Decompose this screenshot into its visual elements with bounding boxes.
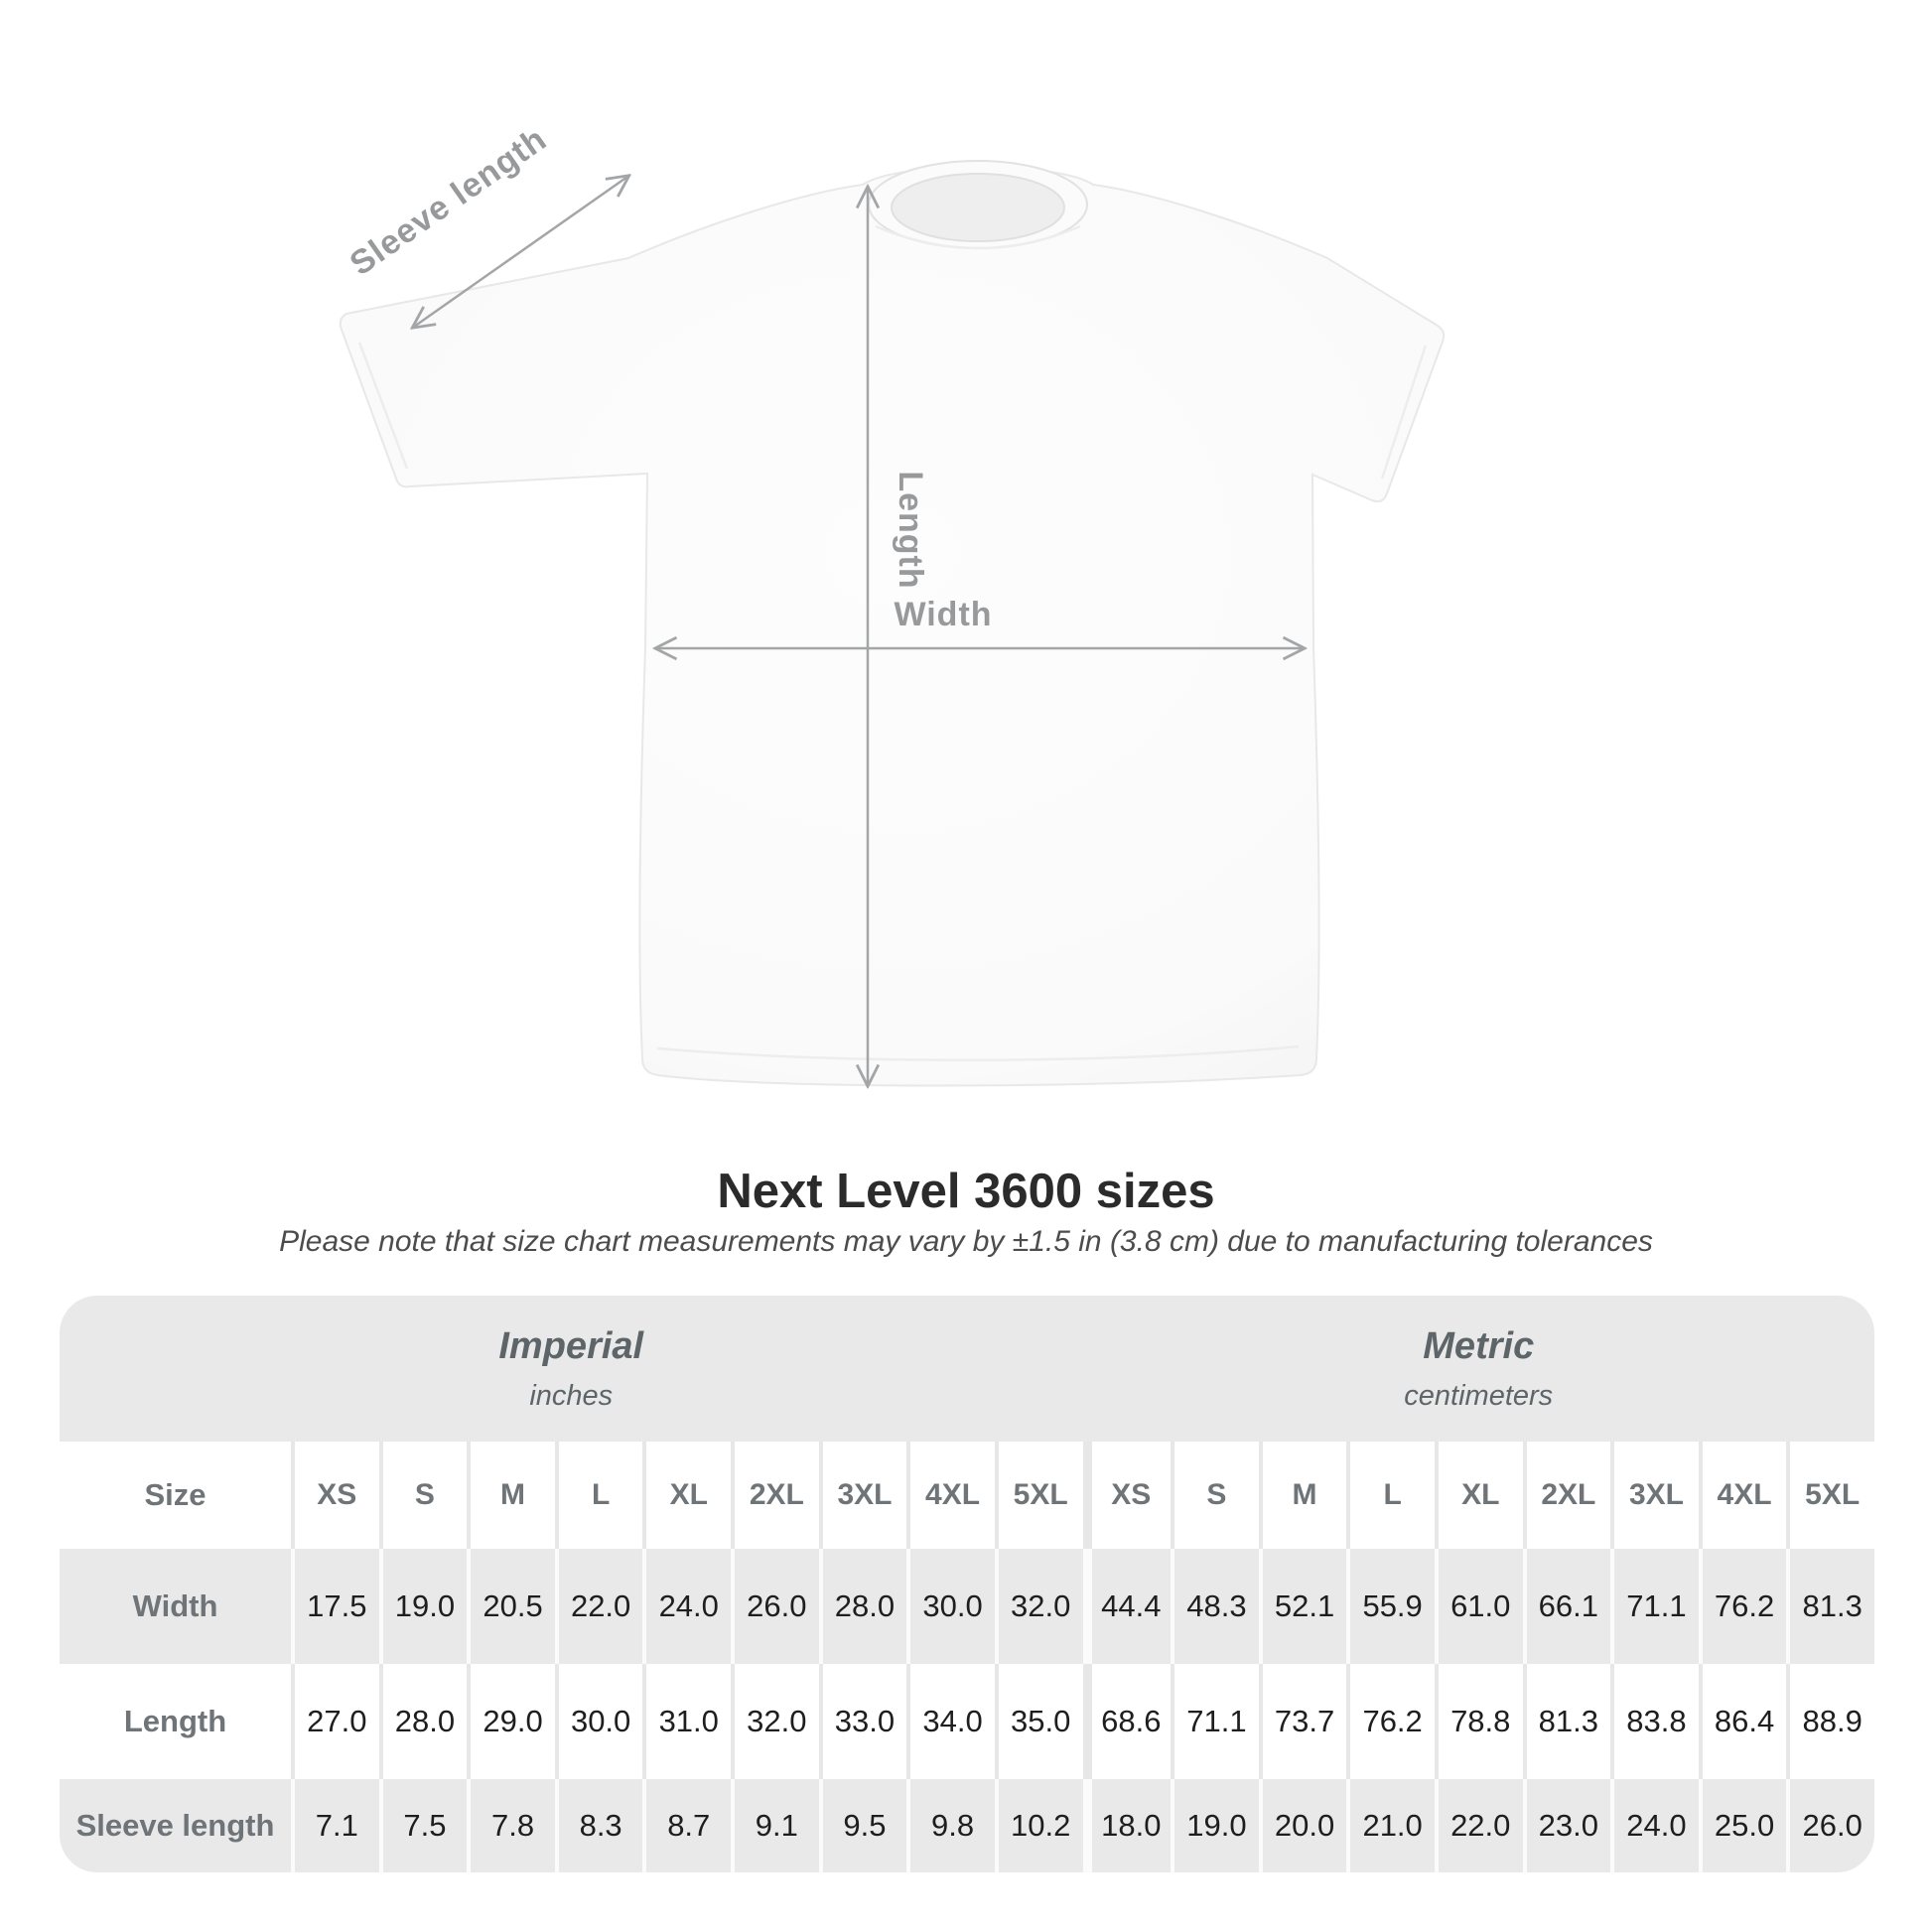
- table-cell: 30.0: [906, 1549, 995, 1664]
- table-cell: 52.1: [1258, 1549, 1347, 1664]
- metric-section-header: Metric centimeters: [1082, 1296, 1874, 1442]
- collar-seam: [875, 224, 1081, 250]
- table-cell: 27.0: [291, 1664, 379, 1779]
- table-cell: 24.0: [642, 1549, 732, 1664]
- table-cell: 9.8: [906, 1779, 995, 1872]
- table-cell: 31.0: [642, 1664, 732, 1779]
- table-cell: 18.0: [1082, 1779, 1172, 1872]
- table-cell: 48.3: [1171, 1549, 1259, 1664]
- table-cell: 26.0: [1786, 1779, 1874, 1872]
- table-cell: 73.7: [1258, 1664, 1347, 1779]
- col-header: S: [1171, 1442, 1259, 1549]
- table-cell: 8.7: [642, 1779, 732, 1872]
- col-header: L: [1346, 1442, 1435, 1549]
- col-header: 3XL: [1610, 1442, 1699, 1549]
- row-label: Length: [60, 1664, 291, 1779]
- col-header: 5XL: [1786, 1442, 1874, 1549]
- col-header: 5XL: [994, 1442, 1083, 1549]
- table-cell: 88.9: [1786, 1664, 1874, 1779]
- col-header: S: [378, 1442, 468, 1549]
- hem-seam: [656, 1044, 1300, 1061]
- row-label: Sleeve length: [60, 1779, 291, 1872]
- table-cell: 32.0: [994, 1549, 1083, 1664]
- imperial-unit-label: inches: [529, 1380, 614, 1412]
- table-cell: 34.0: [906, 1664, 995, 1779]
- table-cell: 33.0: [818, 1664, 907, 1779]
- table-cell: 9.5: [818, 1779, 907, 1872]
- col-header: 2XL: [1522, 1442, 1611, 1549]
- table-cell: 17.5: [291, 1549, 379, 1664]
- table-cell: 19.0: [378, 1549, 468, 1664]
- table-cell: 76.2: [1346, 1664, 1435, 1779]
- page-subtitle: Please note that size chart measurements…: [279, 1225, 1653, 1258]
- col-header: XL: [1434, 1442, 1523, 1549]
- col-header: 2XL: [731, 1442, 819, 1549]
- length-label: Length: [892, 471, 929, 589]
- table-cell: 78.8: [1434, 1664, 1523, 1779]
- table-cell: 10.2: [994, 1779, 1083, 1872]
- col-header: 4XL: [1698, 1442, 1787, 1549]
- table-cell: 81.3: [1786, 1549, 1874, 1664]
- table-cell: 81.3: [1522, 1664, 1611, 1779]
- col-header: M: [1258, 1442, 1347, 1549]
- sleeve-length-label: Sleeve length: [344, 120, 554, 283]
- sleeve-length-arrow: [414, 177, 627, 327]
- table-cell: 9.1: [731, 1779, 819, 1872]
- table-cell: 83.8: [1610, 1664, 1699, 1779]
- table-cell: 25.0: [1698, 1779, 1787, 1872]
- table-cell: 28.0: [378, 1664, 468, 1779]
- table-cell: 20.0: [1258, 1779, 1347, 1872]
- table-cell: 66.1: [1522, 1549, 1611, 1664]
- col-header: L: [554, 1442, 643, 1549]
- table-cell: 7.8: [467, 1779, 555, 1872]
- table-cell: 28.0: [818, 1549, 907, 1664]
- table-cell: 26.0: [731, 1549, 819, 1664]
- right-cuff-seam: [1380, 345, 1428, 480]
- table-cell: 76.2: [1698, 1549, 1787, 1664]
- col-header: 4XL: [906, 1442, 995, 1549]
- table-cell: 29.0: [467, 1664, 555, 1779]
- table-cell: 86.4: [1698, 1664, 1787, 1779]
- table-cell: 35.0: [994, 1664, 1083, 1779]
- table-cell: 61.0: [1434, 1549, 1523, 1664]
- table-cell: 20.5: [467, 1549, 555, 1664]
- table-cell: 55.9: [1346, 1549, 1435, 1664]
- collar-opening: [891, 173, 1065, 242]
- col-header: M: [467, 1442, 555, 1549]
- col-header: 3XL: [818, 1442, 907, 1549]
- left-cuff-seam: [357, 342, 409, 470]
- table-cell: 22.0: [554, 1549, 643, 1664]
- width-label: Width: [894, 596, 992, 633]
- size-row-label: Size: [60, 1442, 291, 1549]
- table-cell: 7.1: [291, 1779, 379, 1872]
- table-cell: 30.0: [554, 1664, 643, 1779]
- col-header: XS: [1082, 1442, 1172, 1549]
- table-cell: 68.6: [1082, 1664, 1172, 1779]
- size-table: Imperial inches Metric centimeters Size …: [60, 1296, 1874, 1872]
- table-cell: 71.1: [1171, 1664, 1259, 1779]
- imperial-label: Imperial: [498, 1325, 644, 1367]
- table-cell: 8.3: [554, 1779, 643, 1872]
- table-cell: 44.4: [1082, 1549, 1172, 1664]
- table-cell: 71.1: [1610, 1549, 1699, 1664]
- tshirt-measurement-diagram: Sleeve length Length Width: [339, 120, 1446, 1172]
- tshirt-image: [339, 160, 1446, 1087]
- table-cell: 32.0: [731, 1664, 819, 1779]
- table-cell: 7.5: [378, 1779, 468, 1872]
- table-cell: 22.0: [1434, 1779, 1523, 1872]
- row-label: Width: [60, 1549, 291, 1664]
- col-header: XS: [291, 1442, 379, 1549]
- table-cell: 21.0: [1346, 1779, 1435, 1872]
- table-cell: 24.0: [1610, 1779, 1699, 1872]
- table-cell: 19.0: [1171, 1779, 1259, 1872]
- metric-label: Metric: [1423, 1325, 1535, 1367]
- col-header: XL: [642, 1442, 732, 1549]
- table-cell: 23.0: [1522, 1779, 1611, 1872]
- metric-unit-label: centimeters: [1404, 1380, 1554, 1412]
- imperial-section-header: Imperial inches: [60, 1296, 1083, 1442]
- page-title: Next Level 3600 sizes: [717, 1165, 1215, 1218]
